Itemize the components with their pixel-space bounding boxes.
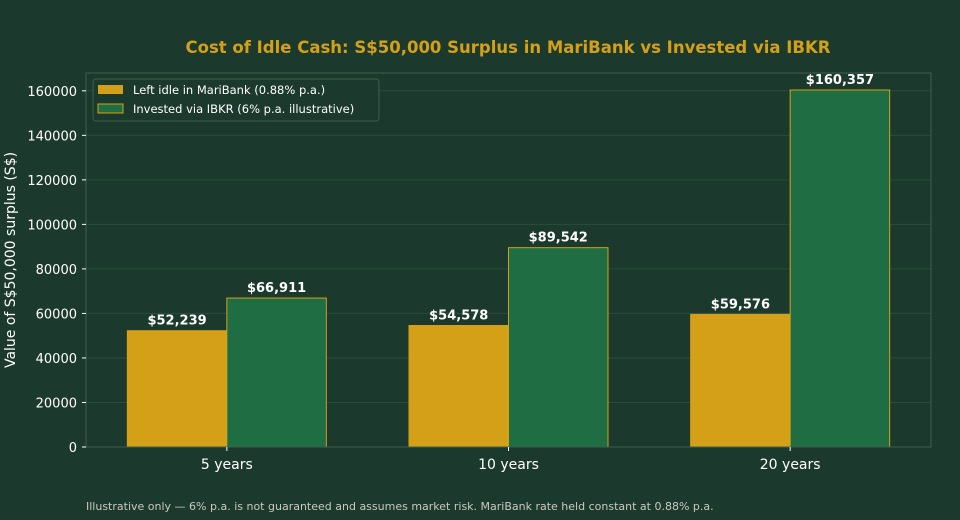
bar-ibkr-1	[508, 247, 609, 448]
x-tick-label: 10 years	[478, 457, 539, 473]
y-tick-label: 100000	[27, 218, 77, 233]
y-axis-label: Value of S$50,000 surplus (S$)	[3, 152, 19, 368]
bars	[126, 89, 891, 448]
bar-ibkr-2	[789, 89, 891, 448]
legend: Left idle in MariBank (0.88% p.a.) Inves…	[92, 78, 380, 122]
legend-label-ibkr: Invested via IBKR (6% p.a. illustrative)	[133, 102, 354, 116]
y-tick-label: 20000	[36, 396, 77, 411]
y-tick-label: 60000	[36, 307, 77, 322]
x-tick-label: 5 years	[201, 457, 253, 473]
bar-mari-2	[690, 313, 791, 448]
y-tick-label: 0	[69, 441, 77, 456]
data-label: $160,357	[806, 73, 874, 88]
x-tick-label: 20 years	[760, 457, 821, 473]
y-tick-label: 80000	[36, 263, 77, 278]
data-label: $54,578	[429, 308, 488, 323]
data-label: $89,542	[529, 231, 588, 246]
y-tick-label: 140000	[27, 129, 77, 144]
legend-swatch-mari	[98, 85, 123, 94]
data-label: $52,239	[147, 314, 206, 329]
data-label: $66,911	[247, 281, 306, 296]
bar-ibkr-0	[226, 297, 327, 448]
footnote: Illustrative only — 6% p.a. is not guara…	[86, 500, 714, 513]
y-tick-label: 40000	[36, 352, 77, 367]
bar-mari-1	[408, 324, 509, 448]
y-tick-label: 120000	[27, 174, 77, 189]
legend-label-mari: Left idle in MariBank (0.88% p.a.)	[133, 83, 325, 97]
chart-title: Cost of Idle Cash: S$50,000 Surplus in M…	[186, 38, 831, 57]
bar-mari-0	[126, 330, 228, 448]
y-tick-label: 160000	[27, 85, 77, 100]
axes: 0 20000 40000 60000 80000 100000 120000 140000 1…	[27, 85, 820, 473]
legend-swatch-ibkr	[97, 103, 124, 114]
legend-box	[92, 78, 380, 122]
data-label: $59,576	[711, 297, 770, 312]
data-labels: $52,239 $66,911 $54,578 $89,542 $59,576 $160,…	[147, 73, 874, 329]
